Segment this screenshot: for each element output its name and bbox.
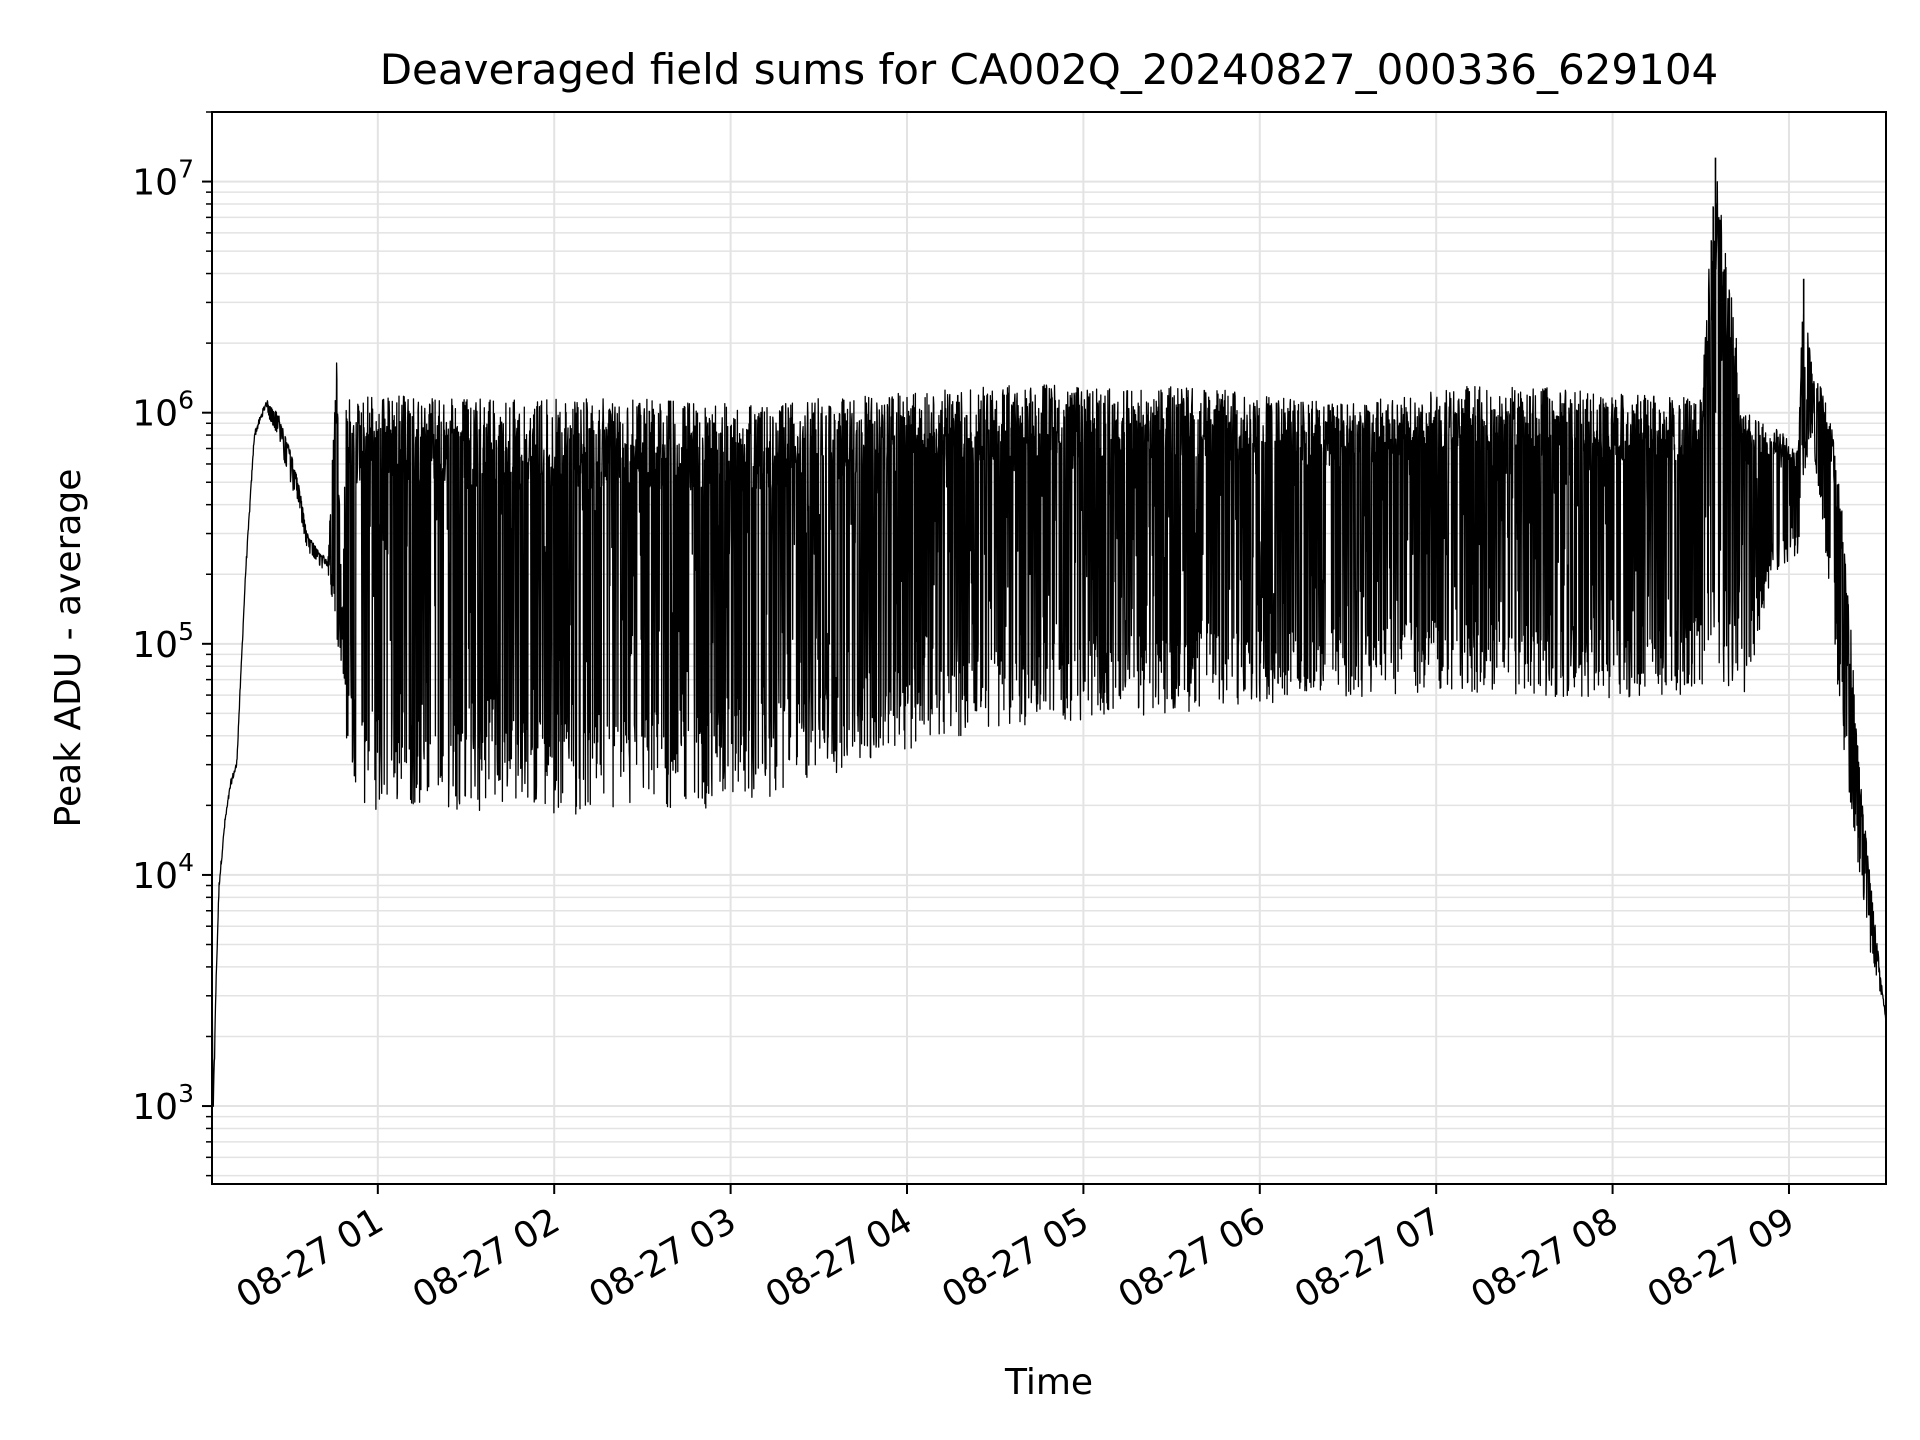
y-tick-exponent: 4 xyxy=(178,848,194,877)
y-axis-label: Peak ADU - average xyxy=(48,469,89,828)
x-axis-label: Time xyxy=(1004,1362,1093,1403)
plot-frame xyxy=(211,111,1887,1185)
y-tick-label: 106 xyxy=(132,386,194,435)
y-tick-base: 10 xyxy=(132,163,178,204)
y-tick-exponent: 5 xyxy=(178,617,194,646)
y-tick-label: 104 xyxy=(132,848,194,897)
chart-title: Deaveraged field sums for CA002Q_2024082… xyxy=(380,45,1719,94)
y-tick-exponent: 6 xyxy=(178,386,194,415)
series-line xyxy=(211,181,1887,1107)
y-tick-label: 105 xyxy=(132,617,194,666)
y-tick-exponent: 7 xyxy=(178,155,194,184)
y-tick-base: 10 xyxy=(132,856,178,897)
y-tick-base: 10 xyxy=(132,625,178,666)
data-series xyxy=(211,157,1887,1107)
y-tick-label: 103 xyxy=(132,1079,194,1128)
y-tick-base: 10 xyxy=(132,394,178,435)
y-tick-label: 107 xyxy=(132,155,194,204)
y-tick-base: 10 xyxy=(132,1087,178,1128)
y-tick-exponent: 3 xyxy=(178,1079,194,1108)
